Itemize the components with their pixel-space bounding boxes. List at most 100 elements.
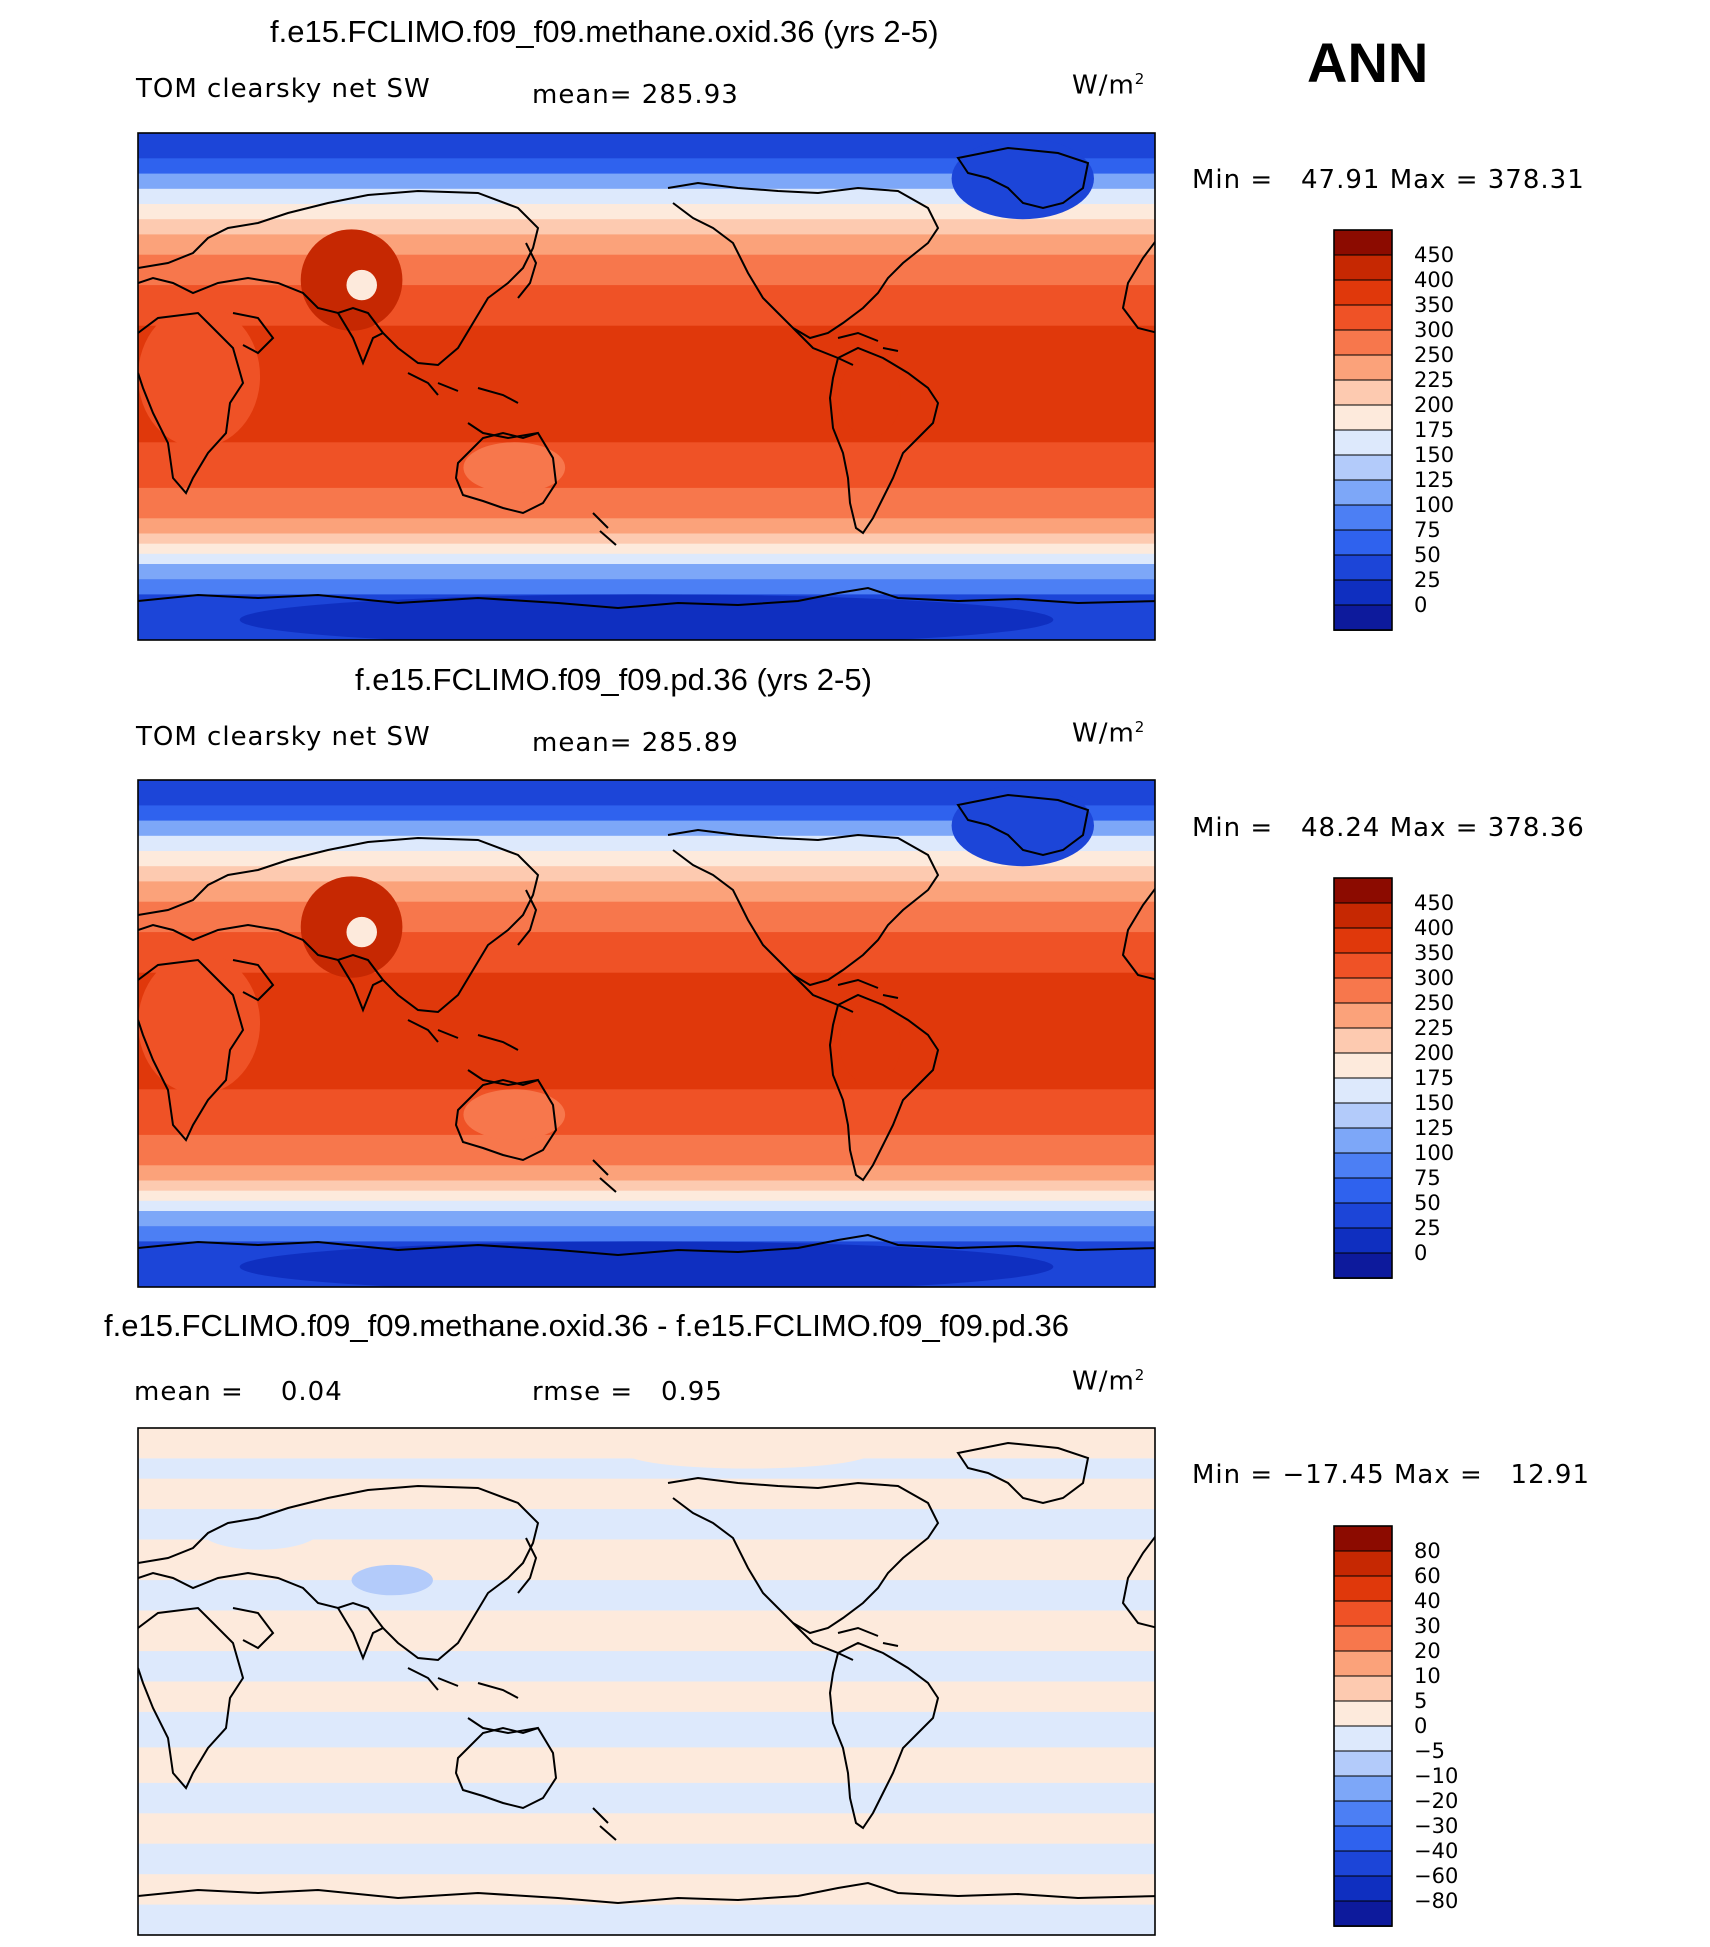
colorbar-tick-label: 100 <box>1414 1141 1454 1165</box>
colorbar-box <box>1333 1127 1393 1154</box>
colorbar-tick-label: 20 <box>1414 1639 1441 1663</box>
panel-3-rmse-value: 0.95 <box>660 1377 723 1407</box>
colorbar-tick-label: 250 <box>1414 991 1454 1015</box>
colorbar-tick-label: 30 <box>1414 1614 1441 1638</box>
map-band <box>138 219 1155 235</box>
colorbar-box <box>1333 1750 1393 1777</box>
map-band <box>138 1190 1155 1202</box>
colorbar-tick-label: 50 <box>1414 1191 1441 1215</box>
colorbar-tick-label: 0 <box>1414 593 1427 617</box>
colorbar-tick-label: −30 <box>1414 1814 1458 1838</box>
colorbar-box <box>1333 1027 1393 1054</box>
colorbar-tick-label: −10 <box>1414 1764 1458 1788</box>
colorbar-tick-label: 75 <box>1414 518 1441 542</box>
map-patch <box>346 916 377 948</box>
map-band <box>138 972 1155 1090</box>
colorbar-tick-label: 350 <box>1414 293 1454 317</box>
map-band <box>138 1681 1155 1713</box>
map-band <box>138 1580 1155 1612</box>
panel-1-max-label: Max = <box>1389 165 1479 195</box>
map-band <box>138 1165 1155 1182</box>
colorbar-box <box>1333 1850 1393 1877</box>
colorbar-box <box>1333 579 1393 606</box>
panel-3-min-label: Min = <box>1192 1460 1274 1490</box>
map-band <box>138 1226 1155 1242</box>
map-band <box>138 1782 1155 1814</box>
colorbar-tick-label: 10 <box>1414 1664 1441 1688</box>
colorbar-tick-label: 75 <box>1414 1166 1441 1190</box>
map-patch <box>839 1003 901 1085</box>
panel-3-rmse-label: rmse = <box>532 1377 634 1407</box>
colorbar-tick-label: −5 <box>1414 1739 1445 1763</box>
map-band <box>138 442 1155 489</box>
colorbar-box <box>1333 1725 1393 1752</box>
panel-3-units-exp: 2 <box>1134 1366 1146 1384</box>
colorbar-tick-label: 150 <box>1414 1091 1454 1115</box>
panel-2-mean-label: mean= <box>532 728 633 758</box>
panel-1-mean: mean= 285.93 <box>532 80 739 110</box>
colorbar-box <box>1333 429 1393 456</box>
map-band <box>138 158 1155 175</box>
panel-3-mean: mean = 0.04 <box>134 1377 343 1407</box>
colorbar-tick-label: 250 <box>1414 343 1454 367</box>
colorbar-box <box>1333 1077 1393 1104</box>
colorbar-tick-label: 50 <box>1414 543 1441 567</box>
colorbar-box <box>1333 354 1393 381</box>
colorbar-tick-label: −80 <box>1414 1889 1458 1913</box>
panel-1-mean-label: mean= <box>532 80 633 110</box>
colorbar-box <box>1333 902 1393 929</box>
colorbar-tick-label: 100 <box>1414 493 1454 517</box>
colorbar-tick-label: 0 <box>1414 1241 1427 1265</box>
map-band <box>138 579 1155 595</box>
colorbar-box <box>1333 1177 1393 1204</box>
panel-2-units-exp: 2 <box>1134 718 1146 736</box>
colorbar-box <box>1333 1875 1393 1902</box>
panel-1-minmax: Min = 47.91 Max = 378.31 <box>1192 165 1585 195</box>
map-fill <box>138 133 1155 640</box>
map-band <box>138 932 1155 974</box>
map-band <box>138 820 1155 837</box>
colorbar-box <box>1333 529 1393 556</box>
panel-2-mean: mean= 285.89 <box>532 728 739 758</box>
map-band <box>138 234 1155 256</box>
colorbar-box <box>1333 877 1393 904</box>
colorbar-box <box>1333 404 1393 431</box>
colorbar-box <box>1333 1700 1393 1727</box>
panel-2-map <box>137 779 1156 1288</box>
map-patch <box>346 269 377 301</box>
map-band <box>138 1747 1155 1784</box>
colorbar-box <box>1333 1600 1393 1627</box>
colorbar-box <box>1333 379 1393 406</box>
map-fill <box>138 780 1155 1287</box>
panel-2-variable: TOM clearsky net SW <box>136 722 431 752</box>
colorbar-tick-label: 25 <box>1414 568 1441 592</box>
colorbar-tick-label: 60 <box>1414 1564 1441 1588</box>
panel-3-max-label: Max = <box>1393 1460 1483 1490</box>
colorbar-tick-label: 5 <box>1414 1689 1427 1713</box>
colorbar-box <box>1333 504 1393 531</box>
map-band <box>138 805 1155 822</box>
panel-1-variable: TOM clearsky net SW <box>136 74 431 104</box>
colorbar-box <box>1333 479 1393 506</box>
colorbar-tick-label: 125 <box>1414 468 1454 492</box>
panel-2-minmax: Min = 48.24 Max = 378.36 <box>1192 813 1585 843</box>
colorbar-box <box>1333 1825 1393 1852</box>
colorbar-tick-label: 40 <box>1414 1589 1441 1613</box>
colorbar-tick-label: 300 <box>1414 318 1454 342</box>
colorbar-box <box>1333 1900 1393 1927</box>
panel-2-mean-value: 285.89 <box>641 728 739 758</box>
colorbar-box <box>1333 1800 1393 1827</box>
colorbar-tick-label: 0 <box>1414 1714 1427 1738</box>
map-band <box>138 285 1155 327</box>
map-band <box>138 1200 1155 1212</box>
map-band <box>138 1610 1155 1652</box>
colorbar-tick-label: 400 <box>1414 268 1454 292</box>
colorbar-box <box>1333 1550 1393 1577</box>
panel-3-mean-label: mean = <box>134 1377 244 1407</box>
colorbar-tick-label: 175 <box>1414 1066 1454 1090</box>
map-patch <box>839 356 901 438</box>
colorbar-box <box>1333 1227 1393 1254</box>
map-band <box>138 254 1155 286</box>
colorbar-box <box>1333 1625 1393 1652</box>
map-band <box>138 1539 1155 1581</box>
